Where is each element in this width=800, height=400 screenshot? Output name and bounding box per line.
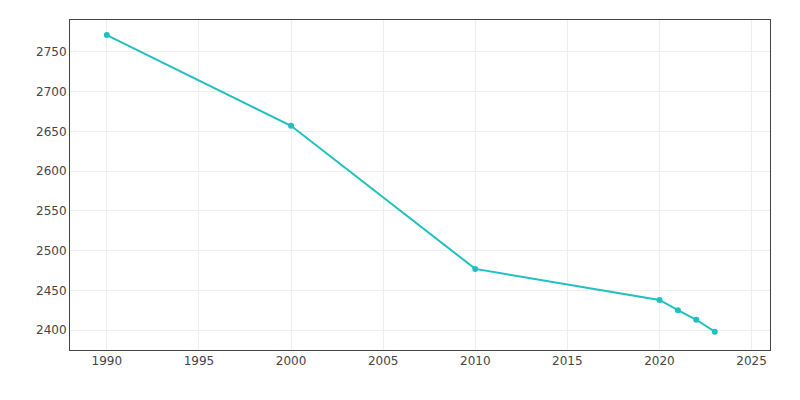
svg-text:2550: 2550 xyxy=(36,204,67,218)
svg-text:2450: 2450 xyxy=(36,284,67,298)
svg-text:2600: 2600 xyxy=(36,164,67,178)
svg-text:2020: 2020 xyxy=(644,354,675,368)
svg-text:2010: 2010 xyxy=(460,354,491,368)
svg-text:2400: 2400 xyxy=(36,323,67,337)
svg-text:1995: 1995 xyxy=(184,354,215,368)
svg-text:2750: 2750 xyxy=(36,45,67,59)
svg-text:2025: 2025 xyxy=(736,354,767,368)
svg-text:2000: 2000 xyxy=(276,354,307,368)
svg-text:1990: 1990 xyxy=(92,354,123,368)
svg-text:2005: 2005 xyxy=(368,354,399,368)
svg-text:2500: 2500 xyxy=(36,244,67,258)
svg-text:2650: 2650 xyxy=(36,125,67,139)
svg-text:2700: 2700 xyxy=(36,85,67,99)
svg-text:2015: 2015 xyxy=(552,354,583,368)
